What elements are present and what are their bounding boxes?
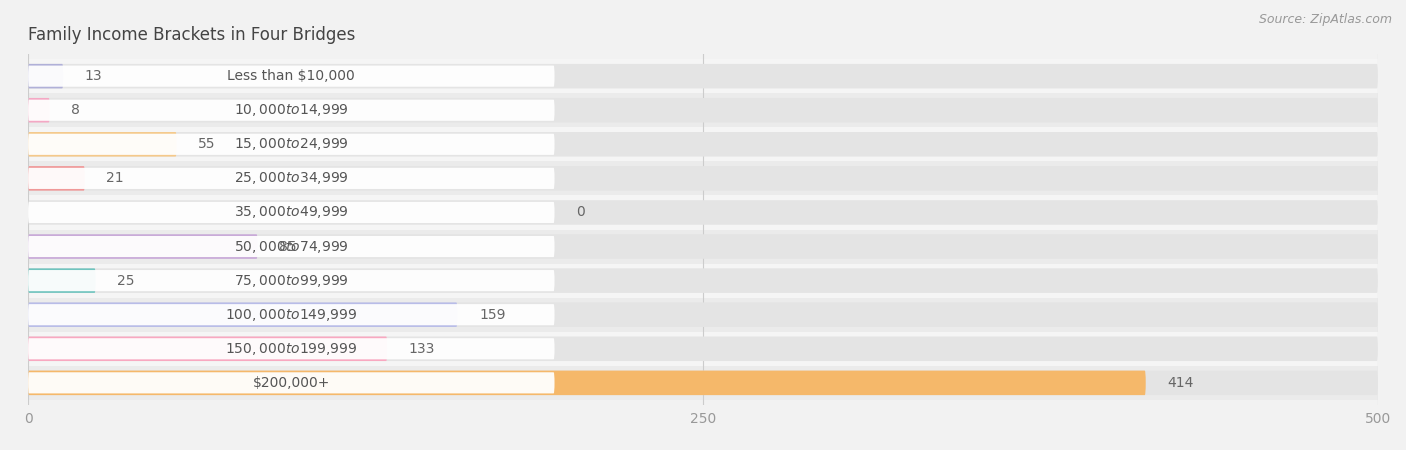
FancyBboxPatch shape <box>28 234 1378 259</box>
Text: $75,000 to $99,999: $75,000 to $99,999 <box>233 273 349 288</box>
FancyBboxPatch shape <box>28 132 177 157</box>
Text: Family Income Brackets in Four Bridges: Family Income Brackets in Four Bridges <box>28 26 356 44</box>
FancyBboxPatch shape <box>28 338 554 360</box>
Bar <box>28 230 1378 264</box>
Text: 133: 133 <box>409 342 434 356</box>
FancyBboxPatch shape <box>28 234 257 259</box>
Text: 414: 414 <box>1167 376 1194 390</box>
Bar <box>28 264 1378 297</box>
Text: 55: 55 <box>198 137 215 151</box>
Bar <box>28 366 1378 400</box>
FancyBboxPatch shape <box>28 268 1378 293</box>
Text: $50,000 to $74,999: $50,000 to $74,999 <box>233 238 349 255</box>
FancyBboxPatch shape <box>28 202 554 223</box>
Bar <box>28 127 1378 162</box>
Text: Source: ZipAtlas.com: Source: ZipAtlas.com <box>1258 14 1392 27</box>
FancyBboxPatch shape <box>28 304 554 325</box>
FancyBboxPatch shape <box>28 168 554 189</box>
FancyBboxPatch shape <box>28 236 554 257</box>
FancyBboxPatch shape <box>28 200 1378 225</box>
Text: $150,000 to $199,999: $150,000 to $199,999 <box>225 341 357 357</box>
FancyBboxPatch shape <box>28 132 1378 157</box>
FancyBboxPatch shape <box>28 268 96 293</box>
Bar <box>28 297 1378 332</box>
Text: 25: 25 <box>117 274 135 288</box>
FancyBboxPatch shape <box>28 98 1378 122</box>
FancyBboxPatch shape <box>28 337 1378 361</box>
FancyBboxPatch shape <box>28 371 1378 395</box>
Bar <box>28 195 1378 230</box>
Text: 85: 85 <box>280 239 297 253</box>
FancyBboxPatch shape <box>28 99 554 121</box>
Text: $35,000 to $49,999: $35,000 to $49,999 <box>233 204 349 220</box>
Bar <box>28 93 1378 127</box>
Text: $200,000+: $200,000+ <box>253 376 330 390</box>
Bar <box>28 59 1378 93</box>
Text: 13: 13 <box>84 69 103 83</box>
FancyBboxPatch shape <box>28 372 554 393</box>
FancyBboxPatch shape <box>28 134 554 155</box>
Text: 21: 21 <box>107 171 124 185</box>
FancyBboxPatch shape <box>28 64 1378 88</box>
FancyBboxPatch shape <box>28 166 1378 191</box>
Text: 159: 159 <box>479 308 505 322</box>
FancyBboxPatch shape <box>28 302 1378 327</box>
FancyBboxPatch shape <box>28 302 457 327</box>
FancyBboxPatch shape <box>28 270 554 291</box>
Text: 8: 8 <box>72 103 80 117</box>
Text: $100,000 to $149,999: $100,000 to $149,999 <box>225 307 357 323</box>
Text: $15,000 to $24,999: $15,000 to $24,999 <box>233 136 349 152</box>
FancyBboxPatch shape <box>28 371 1146 395</box>
Bar <box>28 332 1378 366</box>
FancyBboxPatch shape <box>28 166 84 191</box>
Text: 0: 0 <box>576 206 585 220</box>
Text: Less than $10,000: Less than $10,000 <box>228 69 356 83</box>
FancyBboxPatch shape <box>28 98 49 122</box>
FancyBboxPatch shape <box>28 337 387 361</box>
Text: $25,000 to $34,999: $25,000 to $34,999 <box>233 171 349 186</box>
FancyBboxPatch shape <box>28 64 63 88</box>
Text: $10,000 to $14,999: $10,000 to $14,999 <box>233 102 349 118</box>
Bar <box>28 162 1378 195</box>
FancyBboxPatch shape <box>28 66 554 87</box>
